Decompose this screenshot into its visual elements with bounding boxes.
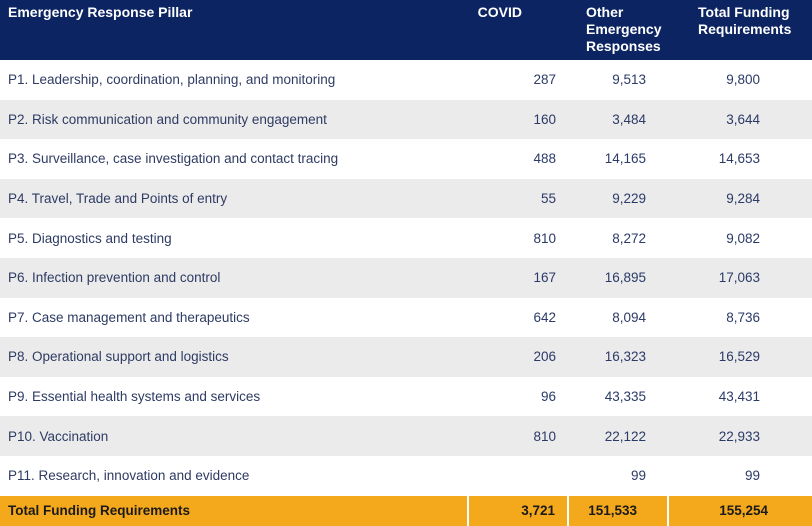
pillar-cell: P7. Case management and therapeutics (8, 309, 250, 325)
header-other: Other Emergency Responses (568, 0, 668, 60)
header-other-line2: Emergency (586, 21, 662, 37)
other-cell: 8,272 (612, 230, 646, 246)
other-cell: 14,165 (604, 151, 646, 167)
table-row: P1. Leadership, coordination, planning, … (0, 60, 812, 100)
covid-cell: 96 (540, 389, 556, 405)
other-cell: 16,895 (604, 270, 646, 286)
total-row: Total Funding Requirements 3,721 151,533… (0, 495, 812, 526)
other-cell: 9,513 (612, 72, 646, 88)
pillar-cell: P8. Operational support and logistics (8, 349, 229, 365)
header-row: Emergency Response Pillar COVID Other Em… (0, 0, 812, 60)
other-cell: 99 (630, 468, 646, 484)
total-other: 151,533 (567, 495, 668, 526)
table-row: P2. Risk communication and community eng… (0, 99, 812, 140)
table-row: P10. Vaccination 810 22,122 22,933 (0, 416, 812, 456)
table-row: P5. Diagnostics and testing 810 8,272 9,… (0, 218, 812, 258)
other-cell: 16,323 (604, 349, 646, 365)
header-total-line2: Requirements (698, 21, 792, 37)
header-total-line1: Total Funding (698, 4, 790, 20)
covid-cell: 488 (533, 151, 556, 167)
table-row: P11. Research, innovation and evidence 9… (0, 455, 812, 496)
total-cell: 8,736 (726, 309, 760, 325)
pillar-cell: P4. Travel, Trade and Points of entry (8, 191, 228, 207)
table-row: P8. Operational support and logistics 20… (0, 337, 812, 377)
pillar-cell: P11. Research, innovation and evidence (8, 468, 250, 484)
total-cell: 22,933 (718, 428, 760, 444)
total-cell: 14,653 (718, 151, 760, 167)
pillar-cell: P2. Risk communication and community eng… (8, 111, 327, 127)
total-cell: 9,082 (726, 230, 760, 246)
header-total: Total Funding Requirements (668, 0, 812, 60)
table-row: P6. Infection prevention and control 167… (0, 257, 812, 298)
covid-cell: 160 (533, 111, 556, 127)
table-row: P3. Surveillance, case investigation and… (0, 139, 812, 179)
covid-cell: 206 (533, 349, 556, 365)
pillar-cell: P6. Infection prevention and control (8, 270, 221, 286)
pillar-cell: P5. Diagnostics and testing (8, 230, 172, 246)
covid-cell: 810 (533, 230, 556, 246)
other-cell: 9,229 (612, 191, 646, 207)
total-covid: 3,721 (467, 495, 568, 526)
other-cell: 8,094 (612, 309, 646, 325)
total-cell: 9,800 (726, 72, 760, 88)
covid-cell (468, 456, 568, 496)
covid-cell: 810 (533, 428, 556, 444)
pillar-cell: P9. Essential health systems and service… (8, 389, 261, 405)
other-cell: 3,484 (612, 111, 646, 127)
table-row: P4. Travel, Trade and Points of entry 55… (0, 178, 812, 219)
total-cell: 16,529 (718, 349, 760, 365)
total-cell: 43,431 (718, 389, 760, 405)
other-cell: 22,122 (604, 428, 646, 444)
other-cell: 43,335 (604, 389, 646, 405)
total-cell: 3,644 (726, 111, 760, 127)
covid-cell: 55 (540, 191, 556, 207)
total-label: Total Funding Requirements (8, 503, 190, 519)
pillar-cell: P1. Leadership, coordination, planning, … (8, 72, 336, 88)
header-covid: COVID (477, 4, 522, 20)
total-cell: 99 (744, 468, 760, 484)
covid-cell: 167 (533, 270, 556, 286)
covid-cell: 642 (533, 309, 556, 325)
total-cell: 17,063 (718, 270, 760, 286)
table-row: P7. Case management and therapeutics 642… (0, 297, 812, 338)
table-body: P1. Leadership, coordination, planning, … (0, 60, 812, 496)
table-footer: Total Funding Requirements 3,721 151,533… (0, 495, 812, 526)
header-pillar: Emergency Response Pillar (8, 4, 193, 20)
covid-cell: 287 (533, 72, 556, 88)
pillar-cell: P10. Vaccination (8, 428, 109, 444)
table-row: P9. Essential health systems and service… (0, 376, 812, 417)
total-cell: 9,284 (726, 191, 760, 207)
table-header: Emergency Response Pillar COVID Other Em… (0, 0, 812, 60)
header-other-line1: Other (586, 4, 624, 20)
pillar-cell: P3. Surveillance, case investigation and… (8, 151, 339, 167)
total-total: 155,254 (667, 495, 812, 526)
header-other-line3: Responses (586, 38, 661, 54)
